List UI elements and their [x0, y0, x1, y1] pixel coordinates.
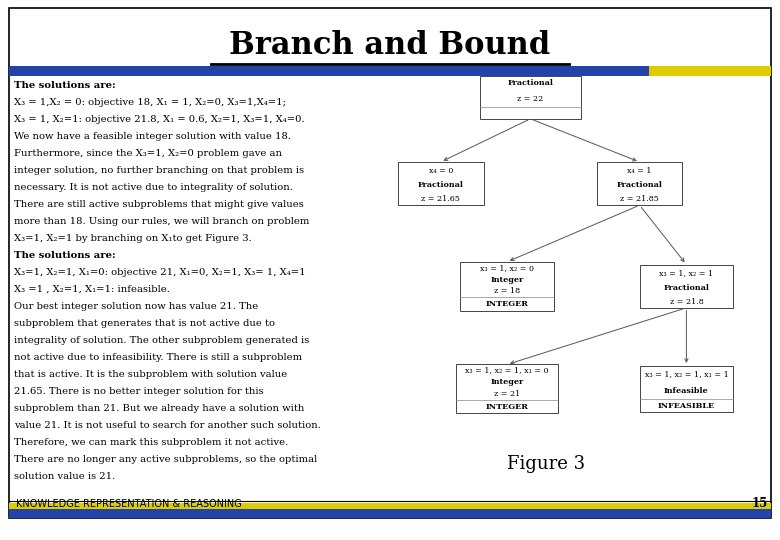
Text: subproblem than 21. But we already have a solution with: subproblem than 21. But we already have …: [14, 404, 304, 413]
Text: x₃ = 1, x₂ = 1, x₁ = 0: x₃ = 1, x₂ = 1, x₁ = 0: [465, 367, 549, 374]
Text: Fractional: Fractional: [617, 181, 662, 189]
Text: x₃ = 1, x₂ = 0: x₃ = 1, x₂ = 0: [480, 264, 534, 272]
Text: Branch and Bound: Branch and Bound: [229, 30, 551, 62]
Bar: [398, 162, 484, 205]
Text: Integer: Integer: [491, 378, 523, 386]
Text: x₃ = 1, x₂ = 1, x₁ = 1: x₃ = 1, x₂ = 1, x₁ = 1: [644, 370, 729, 378]
Bar: [640, 265, 733, 308]
Text: z = 21.85: z = 21.85: [620, 195, 659, 204]
Text: subproblem that generates that is not active due to: subproblem that generates that is not ac…: [14, 319, 275, 328]
Text: INTEGER: INTEGER: [486, 300, 528, 308]
Text: X₃ = 1,X₂ = 0: objective 18, X₁ = 1, X₂=0, X₃=1,X₄=1;: X₃ = 1,X₂ = 0: objective 18, X₁ = 1, X₂=…: [14, 98, 286, 107]
Text: There are still active subproblems that might give values: There are still active subproblems that …: [14, 200, 303, 209]
Text: 21.65. There is no better integer solution for this: 21.65. There is no better integer soluti…: [14, 387, 264, 396]
Bar: [649, 66, 771, 76]
Text: value 21. It is not useful to search for another such solution.: value 21. It is not useful to search for…: [14, 421, 321, 430]
Text: integrality of solution. The other subproblem generated is: integrality of solution. The other subpr…: [14, 336, 310, 345]
Bar: [640, 366, 733, 411]
Bar: [480, 76, 581, 119]
Text: necessary. It is not active due to integrality of solution.: necessary. It is not active due to integ…: [14, 183, 293, 192]
Text: Infeasible: Infeasible: [664, 387, 709, 395]
Text: solution value is 21.: solution value is 21.: [14, 472, 115, 481]
Bar: [460, 262, 554, 310]
Text: KNOWLEDGE REPRESENTATION & REASONING: KNOWLEDGE REPRESENTATION & REASONING: [16, 499, 241, 509]
Text: x₄ = 0: x₄ = 0: [428, 167, 453, 174]
Text: INFEASIBLE: INFEASIBLE: [658, 402, 715, 409]
Text: x₄ = 1: x₄ = 1: [627, 167, 652, 174]
Text: There are no longer any active subproblems, so the optimal: There are no longer any active subproble…: [14, 455, 317, 464]
Text: INTEGER: INTEGER: [486, 402, 528, 410]
Text: x₃ = 1, x₂ = 1: x₃ = 1, x₂ = 1: [659, 269, 714, 277]
Text: z = 21.8: z = 21.8: [669, 298, 704, 306]
Text: Figure 3: Figure 3: [507, 455, 585, 474]
Bar: [9, 66, 649, 76]
Text: X₃ = 1, X₂=1: objective 21.8, X₁ = 0.6, X₂=1, X₃=1, X₄=0.: X₃ = 1, X₂=1: objective 21.8, X₁ = 0.6, …: [14, 115, 305, 124]
Text: z = 21.65: z = 21.65: [421, 195, 460, 204]
Text: Fractional: Fractional: [664, 284, 709, 292]
Text: Furthermore, since the X₃=1, X₂=0 problem gave an: Furthermore, since the X₃=1, X₂=0 proble…: [14, 149, 282, 158]
Text: The solutions are:: The solutions are:: [14, 251, 115, 260]
Bar: [597, 162, 682, 205]
Text: X₃=1, X₂=1, X₁=0: objective 21, X₁=0, X₂=1, X₃= 1, X₄=1: X₃=1, X₂=1, X₁=0: objective 21, X₁=0, X₂…: [14, 268, 306, 277]
Text: Integer: Integer: [491, 275, 523, 284]
Text: more than 18. Using our rules, we will branch on problem: more than 18. Using our rules, we will b…: [14, 217, 310, 226]
Bar: [9, 503, 771, 509]
Text: z = 22: z = 22: [517, 95, 544, 103]
Text: Therefore, we can mark this subproblem it not active.: Therefore, we can mark this subproblem i…: [14, 438, 289, 447]
Text: X₃ =1 , X₂=1, X₁=1: infeasible.: X₃ =1 , X₂=1, X₁=1: infeasible.: [14, 285, 170, 294]
Text: that is active. It is the subproblem with solution value: that is active. It is the subproblem wit…: [14, 370, 287, 379]
Bar: [9, 508, 771, 518]
Text: z = 21: z = 21: [494, 390, 520, 398]
Bar: [456, 364, 558, 413]
Text: z = 18: z = 18: [494, 287, 520, 295]
Text: not active due to infeasibility. There is still a subproblem: not active due to infeasibility. There i…: [14, 353, 302, 362]
Text: 15: 15: [752, 497, 768, 510]
Text: The solutions are:: The solutions are:: [14, 81, 115, 90]
Text: X₃=1, X₂=1 by branching on X₁to get Figure 3.: X₃=1, X₂=1 by branching on X₁to get Figu…: [14, 234, 252, 243]
Text: Fractional: Fractional: [418, 181, 463, 189]
Text: Fractional: Fractional: [508, 79, 553, 87]
Text: Our best integer solution now has value 21. The: Our best integer solution now has value …: [14, 302, 258, 311]
Text: We now have a feasible integer solution with value 18.: We now have a feasible integer solution …: [14, 132, 291, 141]
Text: integer solution, no further branching on that problem is: integer solution, no further branching o…: [14, 166, 304, 175]
